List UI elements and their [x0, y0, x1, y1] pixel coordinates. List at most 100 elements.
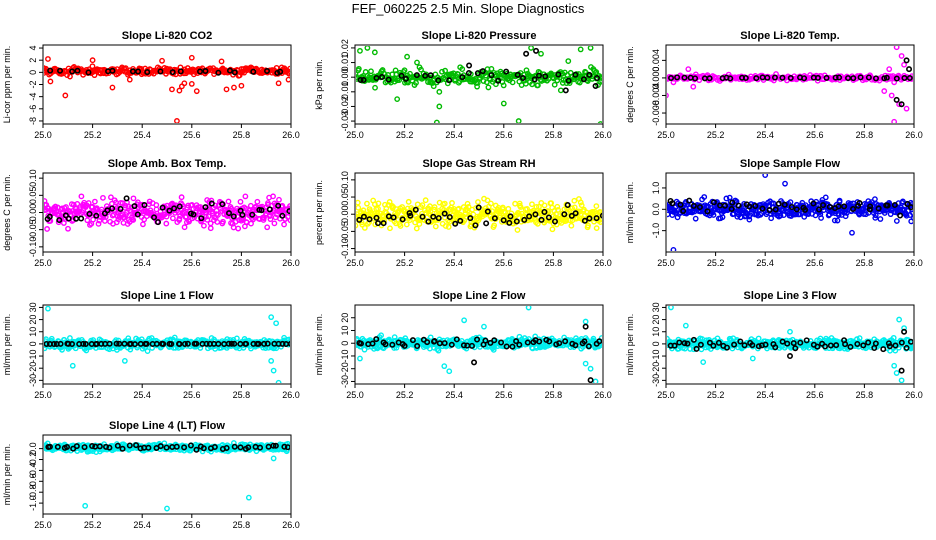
y-axis-label: ml/min per min. [625, 314, 635, 376]
x-tick-label: 25.4 [756, 258, 774, 268]
x-tick-label: 25.6 [183, 520, 201, 530]
x-tick-label: 25.2 [707, 390, 725, 400]
data-point-black [766, 207, 773, 214]
data-point [571, 197, 578, 204]
x-tick-label: 25.8 [856, 130, 874, 140]
data-point [836, 197, 843, 204]
data-point-black [524, 339, 531, 346]
plot-frame [665, 304, 915, 385]
data-point-black [867, 203, 874, 210]
data-point-black [255, 340, 262, 347]
data-point [188, 80, 195, 87]
plot-frame [665, 172, 915, 253]
data-point-black [472, 222, 479, 229]
data-point [276, 196, 282, 203]
data-point [490, 346, 497, 353]
data-point-black [727, 75, 734, 82]
data-point [387, 225, 393, 232]
data-point-black [797, 339, 804, 346]
y-tick-label: 0.10 [28, 169, 38, 187]
y-tick-label: -0.10 [28, 237, 38, 258]
data-point-black [845, 75, 852, 82]
data-point [67, 335, 73, 341]
data-point [394, 96, 401, 103]
panel-title: Slope Sample Flow [740, 158, 841, 170]
data-point [231, 84, 237, 91]
y-tick-label: -0.6 [28, 474, 38, 490]
data-point-black [266, 206, 273, 213]
data-point-black [681, 74, 688, 81]
data-point [178, 194, 185, 201]
x-tick-label: 25.8 [233, 390, 251, 400]
data-point [886, 66, 893, 73]
data-point-black [69, 68, 76, 75]
data-point [515, 118, 522, 123]
data-point [47, 78, 54, 85]
data-point-black [735, 202, 742, 209]
x-tick-label: 25.0 [34, 258, 52, 268]
data-point-black [468, 342, 475, 349]
x-tick-label: 25.8 [545, 130, 563, 140]
data-point-black [906, 75, 913, 82]
data-point-black [697, 341, 704, 348]
data-point [366, 219, 372, 226]
data-point-black [467, 215, 474, 222]
data-point [356, 65, 362, 72]
data-point-black [826, 203, 833, 210]
data-point [780, 212, 787, 218]
data-point-black [779, 338, 786, 345]
data-point-black [865, 74, 872, 81]
panel-1: Slope Li-820 Pressure kPa per min. 25.0 25.… [314, 30, 612, 140]
data-point [169, 86, 175, 93]
data-point-black [487, 339, 494, 346]
data-point [208, 197, 215, 204]
y-tick-label: -0.2 [28, 452, 38, 468]
data-point-black [506, 219, 513, 226]
panel-title: Slope Line 2 Flow [433, 290, 526, 302]
data-point-black [568, 212, 575, 219]
data-point [356, 204, 362, 211]
data-point [186, 218, 193, 225]
data-point [375, 205, 381, 212]
data-point-black [684, 340, 691, 347]
data-point [528, 46, 534, 51]
data-point-black [202, 204, 209, 211]
data-point-black [57, 67, 64, 74]
y-tick-label: 20 [340, 313, 350, 323]
data-point-black [366, 216, 373, 223]
y-tick-label: -30 [340, 375, 350, 388]
data-point-black [157, 443, 164, 450]
data-point-black [131, 203, 138, 210]
data-point [287, 68, 290, 75]
y-tick-label: -8 [28, 117, 38, 125]
data-point-black [479, 68, 486, 75]
data-point [877, 216, 884, 222]
data-point [459, 66, 466, 72]
data-point-black [729, 199, 736, 206]
data-point-black [225, 340, 232, 347]
data-point [700, 359, 707, 366]
data-point [413, 79, 419, 86]
data-point-black [893, 96, 900, 103]
data-point [144, 348, 151, 355]
y-tick-label: 0.01 [340, 54, 350, 72]
data-point-black [245, 444, 252, 451]
data-point-black [860, 342, 867, 349]
data-point [126, 76, 133, 83]
data-point-black [580, 76, 587, 83]
data-point-black [435, 215, 442, 222]
data-point [578, 202, 585, 209]
data-point-black [375, 220, 382, 227]
data-point-black [93, 212, 100, 219]
data-point [491, 222, 498, 229]
data-point-black [903, 57, 910, 64]
panel-title: Slope Line 1 Flow [121, 290, 214, 302]
data-point [100, 194, 106, 201]
data-point-black [572, 342, 579, 349]
x-tick-label: 25.6 [806, 390, 824, 400]
data-point-black [820, 202, 827, 209]
data-point-black [593, 215, 600, 222]
x-tick-label: 25.6 [495, 130, 513, 140]
x-tick-label: 25.4 [133, 520, 151, 530]
data-point [585, 222, 591, 229]
